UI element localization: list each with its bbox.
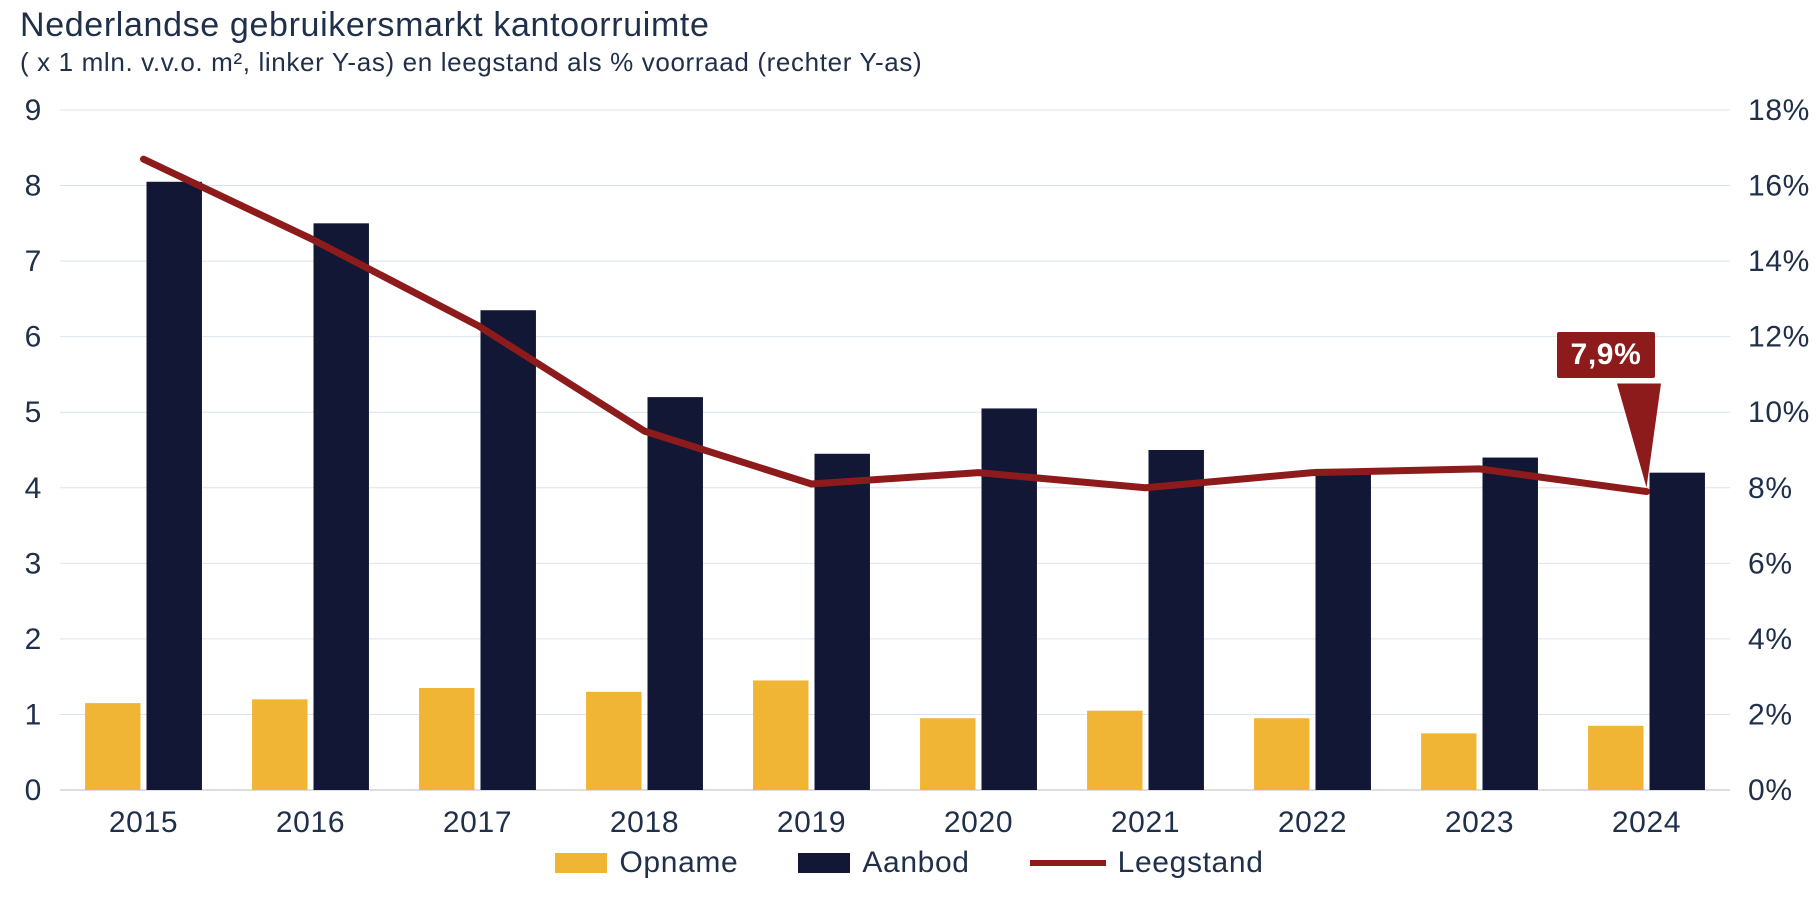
- bar-aanbod: [1149, 450, 1204, 790]
- bar-aanbod: [815, 454, 870, 790]
- legend-swatch-line: [1030, 860, 1106, 866]
- legend-item-leegstand: Leegstand: [1030, 846, 1264, 880]
- legend-label: Aanbod: [862, 846, 969, 880]
- bar-opname: [753, 680, 808, 790]
- y-left-tick: 6: [25, 321, 42, 354]
- y-right-tick: 18%: [1748, 94, 1810, 127]
- y-left-tick: 1: [25, 698, 42, 731]
- bar-aanbod: [481, 310, 536, 790]
- bar-opname: [85, 703, 140, 790]
- bar-opname: [419, 688, 474, 790]
- bar-aanbod: [982, 408, 1037, 790]
- y-left-tick: 8: [25, 170, 42, 203]
- y-right-tick: 14%: [1748, 245, 1810, 278]
- legend-label: Opname: [619, 846, 738, 880]
- bar-opname: [252, 699, 307, 790]
- bar-aanbod: [314, 223, 369, 790]
- bar-aanbod: [1483, 458, 1538, 790]
- y-right-tick: 6%: [1748, 547, 1793, 580]
- bar-aanbod: [1650, 473, 1705, 790]
- bar-opname: [1421, 733, 1476, 790]
- bar-aanbod: [1316, 469, 1371, 790]
- bar-opname: [920, 718, 975, 790]
- bar-aanbod: [147, 182, 202, 790]
- x-tick: 2016: [276, 806, 345, 839]
- y-left-tick: 5: [25, 396, 42, 429]
- x-tick: 2017: [443, 806, 512, 839]
- y-right-tick: 0%: [1748, 774, 1793, 807]
- plot-area: 0 1 2 3 4 5 6 7 8 9 0% 2% 4% 6% 8% 10% 12% 14% 16% 18% 2015 2…: [0, 0, 1819, 850]
- y-left-tick: 7: [25, 245, 42, 278]
- x-tick: 2015: [109, 806, 178, 839]
- y-right-tick: 8%: [1748, 472, 1793, 505]
- y-right-tick: 4%: [1748, 623, 1793, 656]
- x-tick: 2019: [777, 806, 846, 839]
- y-left-tick: 3: [25, 547, 42, 580]
- y-left-tick: 9: [25, 94, 42, 127]
- y-left-tick: 2: [25, 623, 42, 656]
- bar-opname: [586, 692, 641, 790]
- x-tick: 2024: [1612, 806, 1681, 839]
- legend-label: Leegstand: [1118, 846, 1264, 880]
- y-left-tick: 0: [25, 774, 42, 807]
- x-tick: 2020: [944, 806, 1013, 839]
- y-right-tick: 10%: [1748, 396, 1810, 429]
- bar-opname: [1087, 711, 1142, 790]
- chart-legend: Opname Aanbod Leegstand: [0, 846, 1819, 880]
- legend-item-aanbod: Aanbod: [798, 846, 969, 880]
- legend-swatch-rect: [798, 853, 850, 873]
- y-left-tick: 4: [25, 472, 42, 505]
- legend-swatch-rect: [555, 853, 607, 873]
- y-right-tick: 16%: [1748, 170, 1810, 203]
- x-tick: 2018: [610, 806, 679, 839]
- callout-tail: [1617, 384, 1661, 488]
- bar-aanbod: [648, 397, 703, 790]
- callout-label: 7,9%: [1557, 332, 1656, 378]
- y-right-tick: 12%: [1748, 321, 1810, 354]
- bar-opname: [1588, 726, 1643, 790]
- bar-opname: [1254, 718, 1309, 790]
- x-tick: 2022: [1278, 806, 1347, 839]
- chart-container: Nederlandse gebruikersmarkt kantoorruimt…: [0, 0, 1819, 909]
- x-tick: 2021: [1111, 806, 1180, 839]
- x-tick: 2023: [1445, 806, 1514, 839]
- y-right-tick: 2%: [1748, 698, 1793, 731]
- legend-item-opname: Opname: [555, 846, 738, 880]
